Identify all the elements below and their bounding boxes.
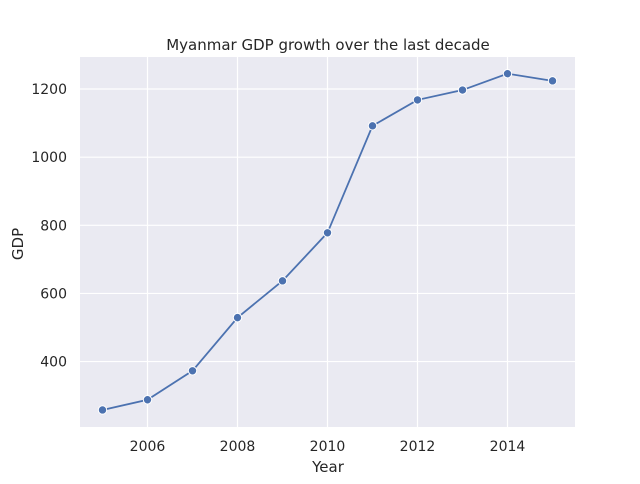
- y-tick-label: 400: [40, 355, 67, 371]
- x-tick-label: 2006: [130, 439, 166, 455]
- data-point: [367, 121, 378, 131]
- y-tick-label: 600: [40, 286, 67, 302]
- data-point: [547, 76, 558, 86]
- data-point: [187, 366, 198, 376]
- data-point: [97, 405, 108, 415]
- data-point: [277, 276, 288, 286]
- x-tick-label: 2014: [490, 439, 526, 455]
- x-tick-labels: 2006 2008 2010 2012 2014: [130, 439, 526, 455]
- data-point: [502, 68, 513, 79]
- data-point: [322, 228, 333, 238]
- x-axis-label: Year: [311, 458, 345, 476]
- x-grid: [146, 57, 509, 427]
- y-axis-label: GDP: [9, 228, 27, 260]
- y-tick-labels: 400 600 800 1000 1200: [31, 82, 67, 371]
- data-point: [457, 85, 468, 95]
- x-tick-label: 2012: [400, 439, 436, 455]
- y-tick-label: 1000: [31, 150, 67, 166]
- series-markers: [97, 68, 558, 415]
- x-tick-label: 2010: [310, 439, 346, 455]
- chart-title: Myanmar GDP growth over the last decade: [166, 36, 490, 54]
- y-grid: [80, 88, 575, 363]
- data-point: [232, 312, 243, 323]
- data-point: [142, 395, 153, 405]
- data-point: [412, 95, 423, 105]
- y-tick-label: 1200: [31, 82, 67, 98]
- y-tick-label: 800: [40, 218, 67, 234]
- x-tick-label: 2008: [220, 439, 256, 455]
